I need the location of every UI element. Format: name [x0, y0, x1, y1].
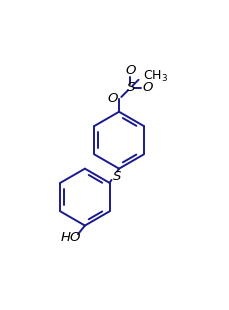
- Text: O: O: [107, 91, 118, 104]
- Text: O: O: [143, 82, 153, 95]
- Text: O: O: [125, 64, 136, 77]
- Text: CH$_3$: CH$_3$: [143, 69, 168, 84]
- Text: HO: HO: [61, 231, 81, 244]
- Text: S: S: [113, 170, 121, 184]
- Text: S: S: [127, 82, 136, 95]
